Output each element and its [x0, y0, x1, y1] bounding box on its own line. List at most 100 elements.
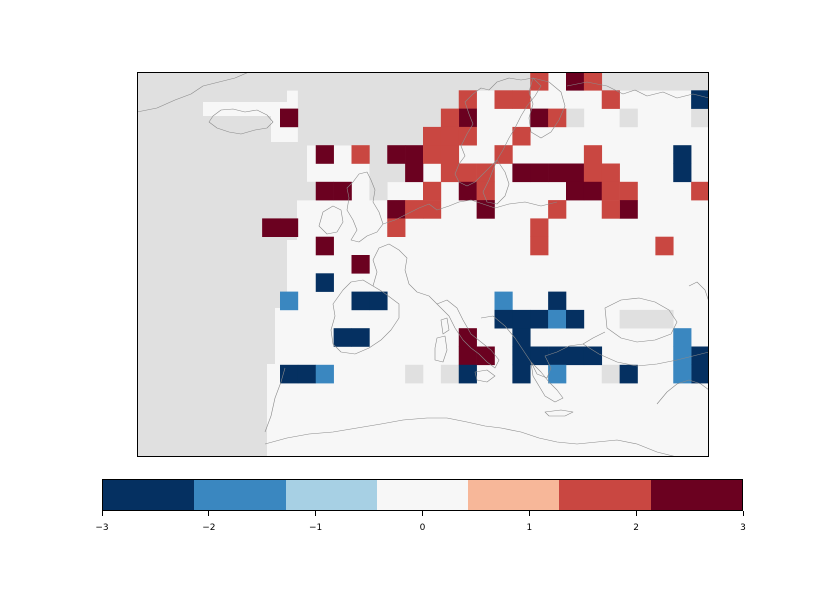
- colorbar-swatch: [650, 480, 742, 510]
- no-data-cell: [387, 126, 406, 146]
- colorbar-swatch: [468, 480, 560, 510]
- grid-cell: [583, 181, 603, 201]
- colorbar-tick-label: 0: [419, 523, 426, 533]
- grid-cell: [333, 181, 352, 201]
- grid-cell: [458, 181, 477, 201]
- coastline-finland: [528, 77, 566, 139]
- no-data-cell: [333, 72, 352, 91]
- grid-cell: [530, 108, 549, 128]
- colorbar-tick: [422, 511, 423, 516]
- map-canvas: [137, 72, 709, 457]
- grid-cell: [333, 328, 352, 347]
- colorbar-swatch: [376, 480, 469, 510]
- grid-cell: [494, 291, 513, 311]
- no-data-cell: [440, 364, 460, 384]
- no-data-cell: [619, 108, 638, 128]
- coastline-mainland: [382, 199, 558, 225]
- grid-cell: [548, 291, 567, 311]
- colorbar-tick-label: 1: [526, 523, 533, 533]
- coastline-north-africa: [264, 417, 678, 457]
- grid-cell: [405, 145, 424, 164]
- colorbar-tick: [315, 511, 317, 516]
- no-data-cell: [333, 90, 352, 109]
- grid-cell: [458, 126, 477, 146]
- no-data-cell: [387, 108, 406, 128]
- colorbar-tick: [742, 511, 744, 516]
- no-data-cell: [315, 126, 334, 146]
- grid-cell: [476, 200, 495, 219]
- no-data-cell: [369, 181, 388, 201]
- grid-cell: [673, 346, 692, 366]
- no-data-cell: [405, 90, 424, 109]
- grid-cell: [440, 145, 460, 164]
- colorbar-tick-label: 3: [740, 523, 746, 533]
- coastline-italy: [436, 299, 500, 369]
- grid-cell: [315, 273, 334, 292]
- grid-cell: [655, 236, 674, 256]
- grid-cell: [512, 364, 531, 384]
- coastline-iceland: [208, 108, 274, 135]
- grid-cell: [476, 181, 495, 201]
- grid-cell: [548, 108, 567, 128]
- grid-cell: [494, 145, 513, 164]
- grid-cell: [315, 364, 334, 384]
- no-data-cell: [512, 72, 531, 91]
- grid-cell: [351, 255, 370, 274]
- no-data-cell: [351, 126, 370, 146]
- no-data-cell: [405, 126, 424, 146]
- grid-cell: [566, 72, 585, 91]
- no-data-cell: [476, 72, 495, 91]
- grid-cell: [601, 200, 620, 219]
- grid-cell: [566, 163, 585, 183]
- grid-cell: [387, 218, 406, 237]
- no-data-cell: [691, 72, 709, 91]
- grid-cell: [280, 364, 299, 384]
- grid-cell: [530, 309, 549, 329]
- no-data-cell: [369, 72, 388, 91]
- grid-cell: [476, 346, 495, 366]
- grid-cell: [405, 200, 424, 219]
- no-data-cell: [262, 72, 281, 91]
- grid-cell: [512, 309, 531, 329]
- no-data-cell: [440, 72, 460, 91]
- grid-cell: [601, 181, 620, 201]
- grid-cell: [548, 309, 567, 329]
- grid-cell: [530, 163, 549, 183]
- grid-cell: [548, 346, 567, 366]
- coastline-levant: [656, 379, 709, 405]
- coastline-ireland: [318, 205, 344, 235]
- grid-cell: [423, 126, 442, 146]
- grid-cell: [512, 163, 531, 183]
- map-panel[interactable]: [137, 72, 709, 457]
- no-data-cell: [297, 108, 317, 128]
- coastline-anatolia: [582, 343, 709, 367]
- grid-cell: [673, 145, 692, 164]
- grid-cell: [315, 236, 334, 256]
- grid-cell: [548, 163, 567, 183]
- coastline-kola: [566, 81, 709, 99]
- grid-cell: [440, 163, 460, 183]
- grid-cell: [673, 163, 692, 183]
- colorbar-tick-label: −3: [95, 523, 109, 533]
- no-data-cell: [601, 364, 620, 384]
- grid-cell: [458, 163, 477, 183]
- grid-cell: [619, 364, 638, 384]
- no-data-cell: [387, 163, 406, 183]
- no-data-cell: [673, 72, 692, 91]
- no-data-cell: [369, 145, 388, 164]
- coastline-scandinavia: [454, 77, 542, 187]
- no-data-cell: [369, 126, 388, 146]
- grid-cell: [297, 364, 317, 384]
- colorbar-tick: [208, 511, 210, 516]
- grid-cell: [494, 90, 513, 109]
- no-data-cell: [297, 181, 317, 201]
- grid-cell: [440, 126, 460, 146]
- colorbar-tick: [635, 511, 637, 516]
- colorbar-tick-label: −2: [202, 523, 216, 533]
- no-data-cell: [297, 72, 317, 91]
- no-data-cell: [619, 72, 638, 91]
- no-data-cell: [280, 181, 299, 201]
- no-data-cell: [297, 126, 317, 146]
- colorbar-tick: [101, 511, 103, 516]
- no-data-cell: [655, 72, 674, 91]
